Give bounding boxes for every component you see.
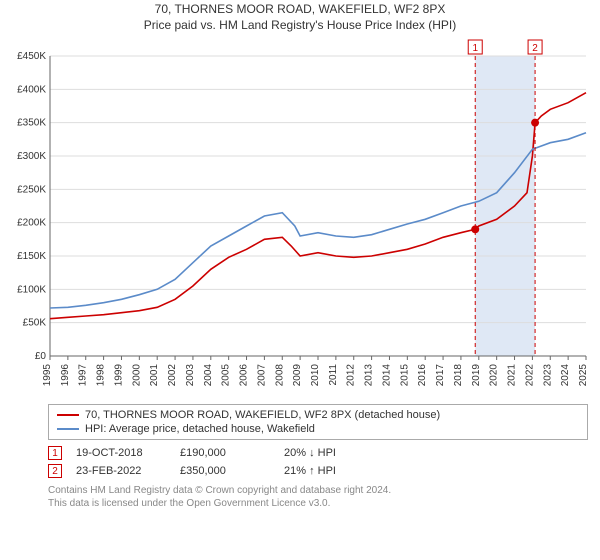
svg-text:2021: 2021 [507,364,518,387]
svg-text:2003: 2003 [185,364,196,387]
svg-text:2012: 2012 [346,364,357,387]
svg-text:2017: 2017 [435,364,446,387]
svg-text:2005: 2005 [221,364,232,387]
svg-text:£400K: £400K [17,84,46,95]
svg-text:2019: 2019 [471,364,482,387]
transaction-row: 1 19-OCT-2018 £190,000 20% ↓ HPI [0,444,600,462]
svg-text:£250K: £250K [17,184,46,195]
svg-text:2024: 2024 [560,364,571,387]
legend-swatch [57,414,79,416]
svg-text:2014: 2014 [381,364,392,387]
svg-text:1996: 1996 [60,364,71,387]
transaction-date: 23-FEB-2022 [76,465,166,477]
legend-row: 70, THORNES MOOR ROAD, WAKEFIELD, WF2 8P… [57,408,579,422]
footer: Contains HM Land Registry data © Crown c… [0,480,600,510]
transaction-price: £190,000 [180,447,270,459]
svg-text:2008: 2008 [274,364,285,387]
svg-text:1995: 1995 [42,364,53,387]
chart-subtitle: Price paid vs. HM Land Registry's House … [0,16,600,32]
legend-label: HPI: Average price, detached house, Wake… [85,423,315,435]
svg-text:2002: 2002 [167,364,178,387]
chart-area: £0 £50K £100K £150K £200K £250K £300K £350K £400… [8,38,592,398]
svg-text:2018: 2018 [453,364,464,387]
svg-text:2006: 2006 [239,364,250,387]
svg-text:£450K: £450K [17,51,46,62]
svg-text:2011: 2011 [328,364,339,386]
svg-text:£350K: £350K [17,118,46,129]
chart-titles: 70, THORNES MOOR ROAD, WAKEFIELD, WF2 8P… [0,0,600,32]
svg-text:2013: 2013 [364,364,375,387]
svg-text:2009: 2009 [292,364,303,387]
svg-text:2001: 2001 [149,364,160,387]
svg-text:1998: 1998 [96,364,107,387]
svg-text:£300K: £300K [17,151,46,162]
transaction-badge: 2 [48,464,62,478]
legend-swatch [57,428,79,430]
svg-text:£100K: £100K [17,284,46,295]
svg-text:1: 1 [472,43,478,54]
svg-text:2015: 2015 [399,364,410,387]
transaction-row: 2 23-FEB-2022 £350,000 21% ↑ HPI [0,462,600,480]
svg-text:2010: 2010 [310,364,321,387]
svg-text:2000: 2000 [131,364,142,387]
svg-text:£150K: £150K [17,251,46,262]
chart-title: 70, THORNES MOOR ROAD, WAKEFIELD, WF2 8P… [0,2,600,16]
svg-text:2020: 2020 [489,364,500,387]
legend-row: HPI: Average price, detached house, Wake… [57,422,579,436]
transaction-delta: 21% ↑ HPI [284,465,374,477]
svg-text:2023: 2023 [542,364,553,387]
svg-text:2: 2 [532,43,538,54]
svg-text:£0: £0 [35,351,47,362]
line-chart-svg: £0 £50K £100K £150K £200K £250K £300K £350K £400… [8,38,592,398]
chart-container: { "title": "70, THORNES MOOR ROAD, WAKEF… [0,0,600,560]
svg-text:1999: 1999 [113,364,124,387]
svg-text:2025: 2025 [578,364,589,387]
svg-text:£200K: £200K [17,218,46,229]
svg-text:1997: 1997 [78,364,89,387]
footer-copyright: Contains HM Land Registry data © Crown c… [48,484,588,497]
svg-text:2004: 2004 [203,364,214,387]
legend-label: 70, THORNES MOOR ROAD, WAKEFIELD, WF2 8P… [85,409,440,421]
transaction-badge: 1 [48,446,62,460]
transaction-delta: 20% ↓ HPI [284,447,374,459]
transaction-price: £350,000 [180,465,270,477]
svg-text:2022: 2022 [524,364,535,387]
svg-text:£50K: £50K [23,318,47,329]
footer-license: This data is licensed under the Open Gov… [48,497,588,510]
svg-text:2016: 2016 [417,364,428,387]
legend: 70, THORNES MOOR ROAD, WAKEFIELD, WF2 8P… [48,404,588,440]
transaction-date: 19-OCT-2018 [76,447,166,459]
svg-text:2007: 2007 [256,364,267,387]
transactions: 1 19-OCT-2018 £190,000 20% ↓ HPI 2 23-FE… [0,444,600,480]
